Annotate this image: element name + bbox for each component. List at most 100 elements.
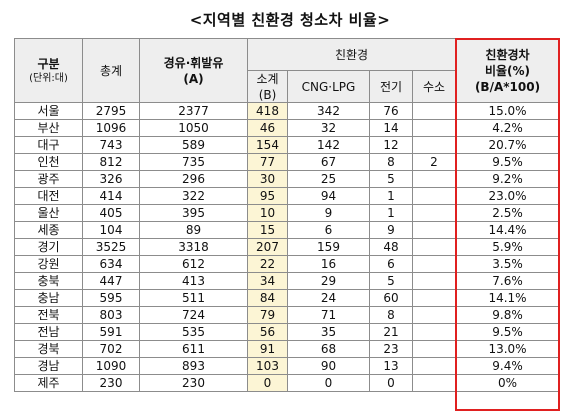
cell-total: 1090 — [82, 357, 140, 375]
cell-region: 충북 — [14, 272, 83, 290]
cell-ratio: 14.1% — [455, 289, 560, 307]
table-row: 세종 104 89 15 6 9 14.4% — [14, 221, 560, 239]
cell-fuel: 296 — [139, 170, 248, 188]
table-row: 전남 591 535 56 35 21 9.5% — [14, 323, 560, 341]
cell-total: 230 — [82, 374, 140, 392]
cell-ratio: 9.5% — [455, 323, 560, 341]
cell-total: 595 — [82, 289, 140, 307]
header-region-unit: (단위:대) — [29, 72, 68, 84]
table-row: 부산 1096 1050 46 32 14 4.2% — [14, 119, 560, 137]
cell-subtotal: 15 — [247, 221, 288, 239]
cell-subtotal: 56 — [247, 323, 288, 341]
cell-region: 경남 — [14, 357, 83, 375]
cell-total: 447 — [82, 272, 140, 290]
cell-electric: 8 — [369, 306, 413, 324]
cell-region: 서울 — [14, 102, 83, 120]
cell-electric: 14 — [369, 119, 413, 137]
cell-subtotal: 418 — [247, 102, 288, 120]
cell-fuel: 735 — [139, 153, 248, 171]
cell-region: 경북 — [14, 340, 83, 358]
header-subtotal: 소계 (B) — [247, 70, 288, 103]
cell-electric: 21 — [369, 323, 413, 341]
cell-region: 대구 — [14, 136, 83, 154]
cell-hydrogen — [412, 289, 456, 307]
table-row: 대전 414 322 95 94 1 23.0% — [14, 187, 560, 205]
table-row: 대구 743 589 154 142 12 20.7% — [14, 136, 560, 154]
header-fuel-code: (A) — [183, 71, 204, 86]
cell-ratio: 7.6% — [455, 272, 560, 290]
cell-hydrogen — [412, 306, 456, 324]
cell-region: 인천 — [14, 153, 83, 171]
cell-cng: 32 — [287, 119, 370, 137]
cell-fuel: 724 — [139, 306, 248, 324]
cell-cng: 24 — [287, 289, 370, 307]
cell-hydrogen — [412, 170, 456, 188]
table-row: 경기 3525 3318 207 159 48 5.9% — [14, 238, 560, 256]
cell-total: 702 — [82, 340, 140, 358]
cell-hydrogen — [412, 119, 456, 137]
cell-subtotal: 79 — [247, 306, 288, 324]
cell-region: 전남 — [14, 323, 83, 341]
cell-subtotal: 95 — [247, 187, 288, 205]
cell-cng: 142 — [287, 136, 370, 154]
cell-hydrogen — [412, 238, 456, 256]
cell-subtotal: 77 — [247, 153, 288, 171]
cell-fuel: 2377 — [139, 102, 248, 120]
cell-hydrogen: 2 — [412, 153, 456, 171]
cell-hydrogen — [412, 255, 456, 273]
cell-cng: 67 — [287, 153, 370, 171]
cell-ratio: 3.5% — [455, 255, 560, 273]
cell-cng: 0 — [287, 374, 370, 392]
table-row: 광주 326 296 30 25 5 9.2% — [14, 170, 560, 188]
header-ratio: 친환경차 비율(%) (B/A*100) — [455, 38, 560, 103]
header-subtotal-label: 소계 — [256, 71, 279, 86]
cell-subtotal: 84 — [247, 289, 288, 307]
table-row: 제주 230 230 0 0 0 0% — [14, 374, 560, 392]
cell-electric: 23 — [369, 340, 413, 358]
cell-hydrogen — [412, 272, 456, 290]
cell-cng: 68 — [287, 340, 370, 358]
cell-region: 전북 — [14, 306, 83, 324]
cell-region: 제주 — [14, 374, 83, 392]
table-row: 경남 1090 893 103 90 13 9.4% — [14, 357, 560, 375]
cell-ratio: 9.5% — [455, 153, 560, 171]
cell-cng: 9 — [287, 204, 370, 222]
cell-subtotal: 10 — [247, 204, 288, 222]
eco-vehicle-table: 구분 (단위:대) 총계 경유·휘발유 (A) 친환경 친환경차 비율(%) (… — [14, 38, 560, 392]
cell-electric: 13 — [369, 357, 413, 375]
cell-total: 405 — [82, 204, 140, 222]
cell-fuel: 413 — [139, 272, 248, 290]
cell-hydrogen — [412, 323, 456, 341]
table-row: 인천 812 735 77 67 8 2 9.5% — [14, 153, 560, 171]
cell-electric: 6 — [369, 255, 413, 273]
cell-region: 경기 — [14, 238, 83, 256]
cell-region: 세종 — [14, 221, 83, 239]
header-region-label: 구분 — [37, 56, 60, 71]
cell-fuel: 893 — [139, 357, 248, 375]
cell-cng: 25 — [287, 170, 370, 188]
cell-fuel: 89 — [139, 221, 248, 239]
cell-fuel: 511 — [139, 289, 248, 307]
cell-cng: 90 — [287, 357, 370, 375]
cell-hydrogen — [412, 340, 456, 358]
cell-total: 1096 — [82, 119, 140, 137]
table-row: 강원 634 612 22 16 6 3.5% — [14, 255, 560, 273]
cell-fuel: 395 — [139, 204, 248, 222]
table-row: 서울 2795 2377 418 342 76 15.0% — [14, 102, 560, 120]
header-subtotal-code: (B) — [258, 87, 277, 102]
cell-electric: 1 — [369, 187, 413, 205]
cell-cng: 159 — [287, 238, 370, 256]
cell-region: 대전 — [14, 187, 83, 205]
cell-region: 충남 — [14, 289, 83, 307]
cell-subtotal: 22 — [247, 255, 288, 273]
cell-electric: 5 — [369, 272, 413, 290]
cell-total: 2795 — [82, 102, 140, 120]
cell-cng: 29 — [287, 272, 370, 290]
table-row: 경북 702 611 91 68 23 13.0% — [14, 340, 560, 358]
cell-fuel: 3318 — [139, 238, 248, 256]
header-region: 구분 (단위:대) — [14, 38, 83, 103]
cell-total: 414 — [82, 187, 140, 205]
cell-total: 803 — [82, 306, 140, 324]
cell-cng: 16 — [287, 255, 370, 273]
header-total: 총계 — [82, 38, 140, 103]
